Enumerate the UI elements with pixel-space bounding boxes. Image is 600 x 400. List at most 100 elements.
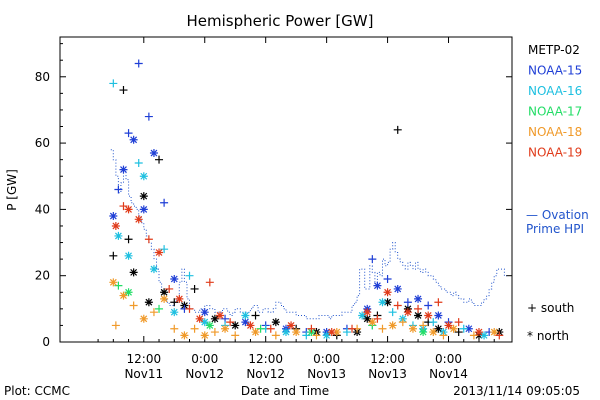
south-marker <box>439 331 448 340</box>
south-marker <box>185 271 194 280</box>
north-marker <box>160 288 169 297</box>
north-marker <box>490 328 499 337</box>
north-marker <box>408 324 417 333</box>
north-marker <box>322 331 331 340</box>
north-marker <box>373 281 382 290</box>
south-marker <box>495 331 504 340</box>
north-marker <box>449 324 458 333</box>
south-marker <box>160 198 169 207</box>
north-marker <box>139 314 148 323</box>
north-marker <box>429 328 438 337</box>
legend-item-noaa-16: NOAA-16 <box>528 84 582 98</box>
south-marker <box>129 301 138 310</box>
north-marker <box>149 265 158 274</box>
x-tick-time-label: 0:00 <box>313 352 340 366</box>
north-marker <box>170 275 179 284</box>
legend-item-metp-02: METP-02 <box>528 43 580 57</box>
x-tick-time-label: 12:00 <box>127 352 162 366</box>
south-marker <box>302 331 311 340</box>
north-marker <box>363 314 372 323</box>
south-marker <box>190 284 199 293</box>
y-tick-label: 0 <box>42 335 50 349</box>
north-marker <box>424 311 433 320</box>
legend-item-noaa-19: NOAA-19 <box>528 146 582 160</box>
ovation-legend: — Ovation Prime HPI <box>526 208 589 236</box>
north-marker <box>282 328 290 337</box>
south-marker <box>469 331 478 340</box>
x-tick-day-label: Nov12 <box>246 367 285 381</box>
south-marker <box>119 86 128 95</box>
south-marker <box>459 324 468 333</box>
south-marker <box>434 298 443 307</box>
north-marker <box>155 248 164 257</box>
south-marker <box>312 331 321 340</box>
north-marker <box>124 205 133 214</box>
south-marker <box>256 324 265 333</box>
chart-title: Hemispheric Power [GW] <box>187 12 374 30</box>
north-marker <box>332 328 341 337</box>
ovation-line <box>110 149 507 320</box>
north-marker <box>170 308 179 317</box>
south-marker <box>454 328 463 337</box>
north-marker <box>251 328 260 337</box>
north-marker <box>160 294 169 303</box>
series-noaa-18 <box>109 278 499 340</box>
south-marker <box>368 255 377 264</box>
north-marker <box>292 328 301 337</box>
north-marker <box>124 288 133 297</box>
north-marker <box>205 321 214 330</box>
footer-right: 2013/11/14 09:05:05 <box>453 384 580 398</box>
south-marker <box>383 275 392 284</box>
north-marker <box>241 318 250 327</box>
south-marker <box>393 301 402 310</box>
legend-item-noaa-18: NOAA-18 <box>528 125 582 139</box>
north-marker <box>327 328 336 337</box>
north-marker <box>419 328 428 337</box>
south-marker <box>226 318 235 327</box>
north-marker <box>444 321 453 330</box>
north-marker <box>480 331 489 340</box>
north-marker <box>124 251 133 260</box>
north-marker <box>111 221 120 230</box>
south-marker <box>373 314 382 323</box>
south-marker <box>165 284 174 293</box>
legend-item-noaa-17: NOAA-17 <box>528 105 582 119</box>
north-marker <box>175 294 184 303</box>
legend-item-noaa-15: NOAA-15 <box>528 64 582 78</box>
north-marker <box>287 321 296 330</box>
north-marker <box>383 298 392 307</box>
north-marker <box>393 284 402 293</box>
plot-frame <box>59 36 513 343</box>
x-tick-day-label: Nov13 <box>368 367 407 381</box>
south-marker <box>149 308 158 317</box>
north-marker <box>129 135 138 144</box>
south-marker <box>266 324 275 333</box>
south-marker <box>144 235 153 244</box>
south-marker <box>124 235 133 244</box>
north-marker <box>200 331 209 340</box>
x-tick-day-label: Nov11 <box>124 367 163 381</box>
y-axis-label: P [GW] <box>5 169 19 211</box>
x-tick-day-label: Nov13 <box>307 367 346 381</box>
marker-legend-south: + south <box>527 301 574 315</box>
south-marker <box>393 125 402 134</box>
south-marker <box>190 324 199 333</box>
south-marker <box>398 318 407 327</box>
south-marker <box>124 129 133 138</box>
south-marker <box>210 328 219 337</box>
north-marker <box>119 165 128 174</box>
south-marker <box>109 251 118 260</box>
south-marker <box>114 281 123 290</box>
north-marker <box>388 321 397 330</box>
north-marker <box>109 278 118 287</box>
south-marker <box>170 298 179 307</box>
north-marker <box>134 215 143 224</box>
north-marker <box>414 294 423 303</box>
x-tick-time-label: 12:00 <box>248 352 283 366</box>
x-tick-day-label: Nov12 <box>185 367 224 381</box>
south-marker <box>307 324 316 333</box>
north-marker <box>200 308 209 317</box>
y-tick-label: 60 <box>35 136 50 150</box>
south-marker <box>429 318 438 327</box>
